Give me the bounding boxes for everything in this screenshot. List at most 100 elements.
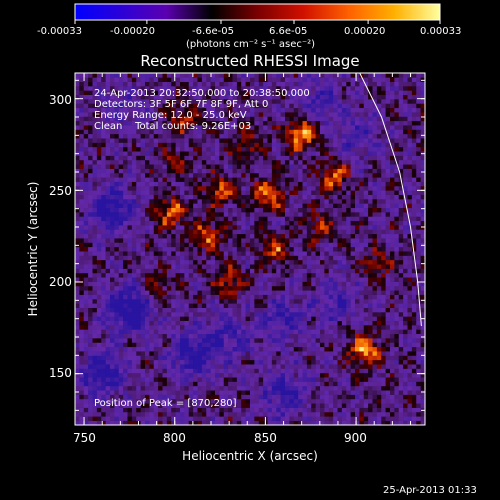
heatmap-pixel	[337, 294, 343, 300]
heatmap-pixel	[328, 151, 334, 156]
heatmap-pixel	[210, 225, 216, 230]
heatmap-pixel	[79, 246, 85, 252]
heatmap-pixel	[241, 359, 246, 365]
heatmap-pixel	[236, 77, 242, 82]
heatmap-pixel	[105, 212, 111, 217]
heatmap-pixel	[136, 246, 141, 252]
heatmap-pixel	[175, 390, 181, 395]
heatmap-pixel	[166, 194, 172, 200]
heatmap-pixel	[153, 146, 159, 152]
heatmap-pixel	[219, 346, 225, 352]
heatmap-pixel	[258, 285, 264, 291]
heatmap-pixel	[320, 420, 325, 425]
heatmap-pixel	[140, 285, 146, 291]
heatmap-pixel	[206, 377, 211, 382]
heatmap-pixel	[245, 181, 251, 187]
heatmap-pixel	[289, 351, 295, 356]
heatmap-pixel	[197, 233, 203, 239]
heatmap-pixel	[136, 120, 141, 126]
heatmap-pixel	[280, 129, 286, 135]
heatmap-pixel	[320, 216, 325, 222]
heatmap-pixel	[114, 212, 120, 217]
heatmap-pixel	[306, 73, 312, 78]
heatmap-pixel	[188, 168, 194, 174]
heatmap-pixel	[206, 168, 211, 174]
heatmap-pixel	[105, 229, 111, 235]
heatmap-pixel	[280, 355, 286, 361]
heatmap-pixel	[96, 290, 102, 295]
heatmap-pixel	[166, 120, 172, 126]
heatmap-pixel	[110, 281, 115, 287]
heatmap-pixel	[162, 403, 168, 408]
heatmap-pixel	[289, 325, 295, 330]
heatmap-pixel	[250, 316, 255, 322]
heatmap-pixel	[193, 277, 198, 282]
heatmap-pixel	[232, 285, 238, 291]
heatmap-pixel	[219, 142, 225, 148]
heatmap-pixel	[210, 329, 216, 335]
heatmap-pixel	[215, 107, 220, 113]
heatmap-pixel	[166, 155, 172, 161]
heatmap-pixel	[236, 103, 242, 109]
heatmap-pixel	[245, 216, 251, 222]
heatmap-pixel	[223, 77, 229, 82]
heatmap-pixel	[131, 364, 137, 369]
heatmap-pixel	[315, 359, 321, 365]
heatmap-pixel	[180, 155, 185, 161]
heatmap-pixel	[223, 207, 229, 213]
heatmap-pixel	[136, 238, 141, 243]
heatmap-pixel	[131, 312, 137, 317]
heatmap-pixel	[280, 86, 286, 91]
heatmap-pixel	[188, 73, 194, 78]
heatmap-pixel	[298, 246, 303, 252]
heatmap-pixel	[149, 264, 155, 269]
heatmap-pixel	[245, 307, 251, 313]
heatmap-pixel	[215, 268, 220, 274]
heatmap-pixel	[302, 233, 308, 239]
heatmap-pixel	[79, 372, 85, 378]
heatmap-pixel	[206, 338, 211, 343]
heatmap-pixel	[145, 372, 150, 378]
heatmap-pixel	[114, 90, 120, 96]
heatmap-pixel	[88, 303, 93, 308]
heatmap-pixel	[88, 411, 93, 417]
heatmap-pixel	[333, 220, 338, 226]
heatmap-pixel	[241, 268, 246, 274]
heatmap-pixel	[158, 398, 163, 404]
heatmap-pixel	[197, 194, 203, 200]
heatmap-pixel	[210, 155, 216, 161]
heatmap-pixel	[127, 368, 133, 374]
heatmap-pixel	[258, 116, 264, 122]
heatmap-pixel	[276, 229, 281, 235]
heatmap-pixel	[162, 142, 168, 148]
heatmap-pixel	[184, 225, 190, 230]
heatmap-pixel	[149, 390, 155, 395]
heatmap-pixel	[96, 159, 102, 165]
heatmap-pixel	[210, 181, 216, 187]
heatmap-pixel	[245, 294, 251, 300]
heatmap-pixel	[293, 268, 299, 274]
heatmap-pixel	[149, 372, 155, 378]
heatmap-pixel	[315, 107, 321, 113]
heatmap-pixel	[245, 172, 251, 178]
heatmap-pixel	[114, 207, 120, 213]
heatmap-pixel	[201, 159, 207, 165]
heatmap-pixel	[320, 81, 325, 87]
heatmap-pixel	[83, 138, 89, 143]
heatmap-pixel	[289, 86, 295, 91]
heatmap-pixel	[197, 203, 203, 209]
heatmap-pixel	[101, 190, 106, 195]
heatmap-pixel	[201, 381, 207, 387]
heatmap-pixel	[188, 129, 194, 135]
heatmap-pixel	[315, 242, 321, 248]
heatmap-pixel	[293, 303, 299, 308]
heatmap-pixel	[158, 238, 163, 243]
heatmap-pixel	[145, 138, 150, 143]
heatmap-pixel	[280, 325, 286, 330]
heatmap-pixel	[96, 190, 102, 195]
heatmap-pixel	[241, 259, 246, 265]
heatmap-pixel	[280, 290, 286, 295]
heatmap-pixel	[289, 333, 295, 339]
heatmap-pixel	[258, 233, 264, 239]
heatmap-pixel	[188, 103, 194, 109]
